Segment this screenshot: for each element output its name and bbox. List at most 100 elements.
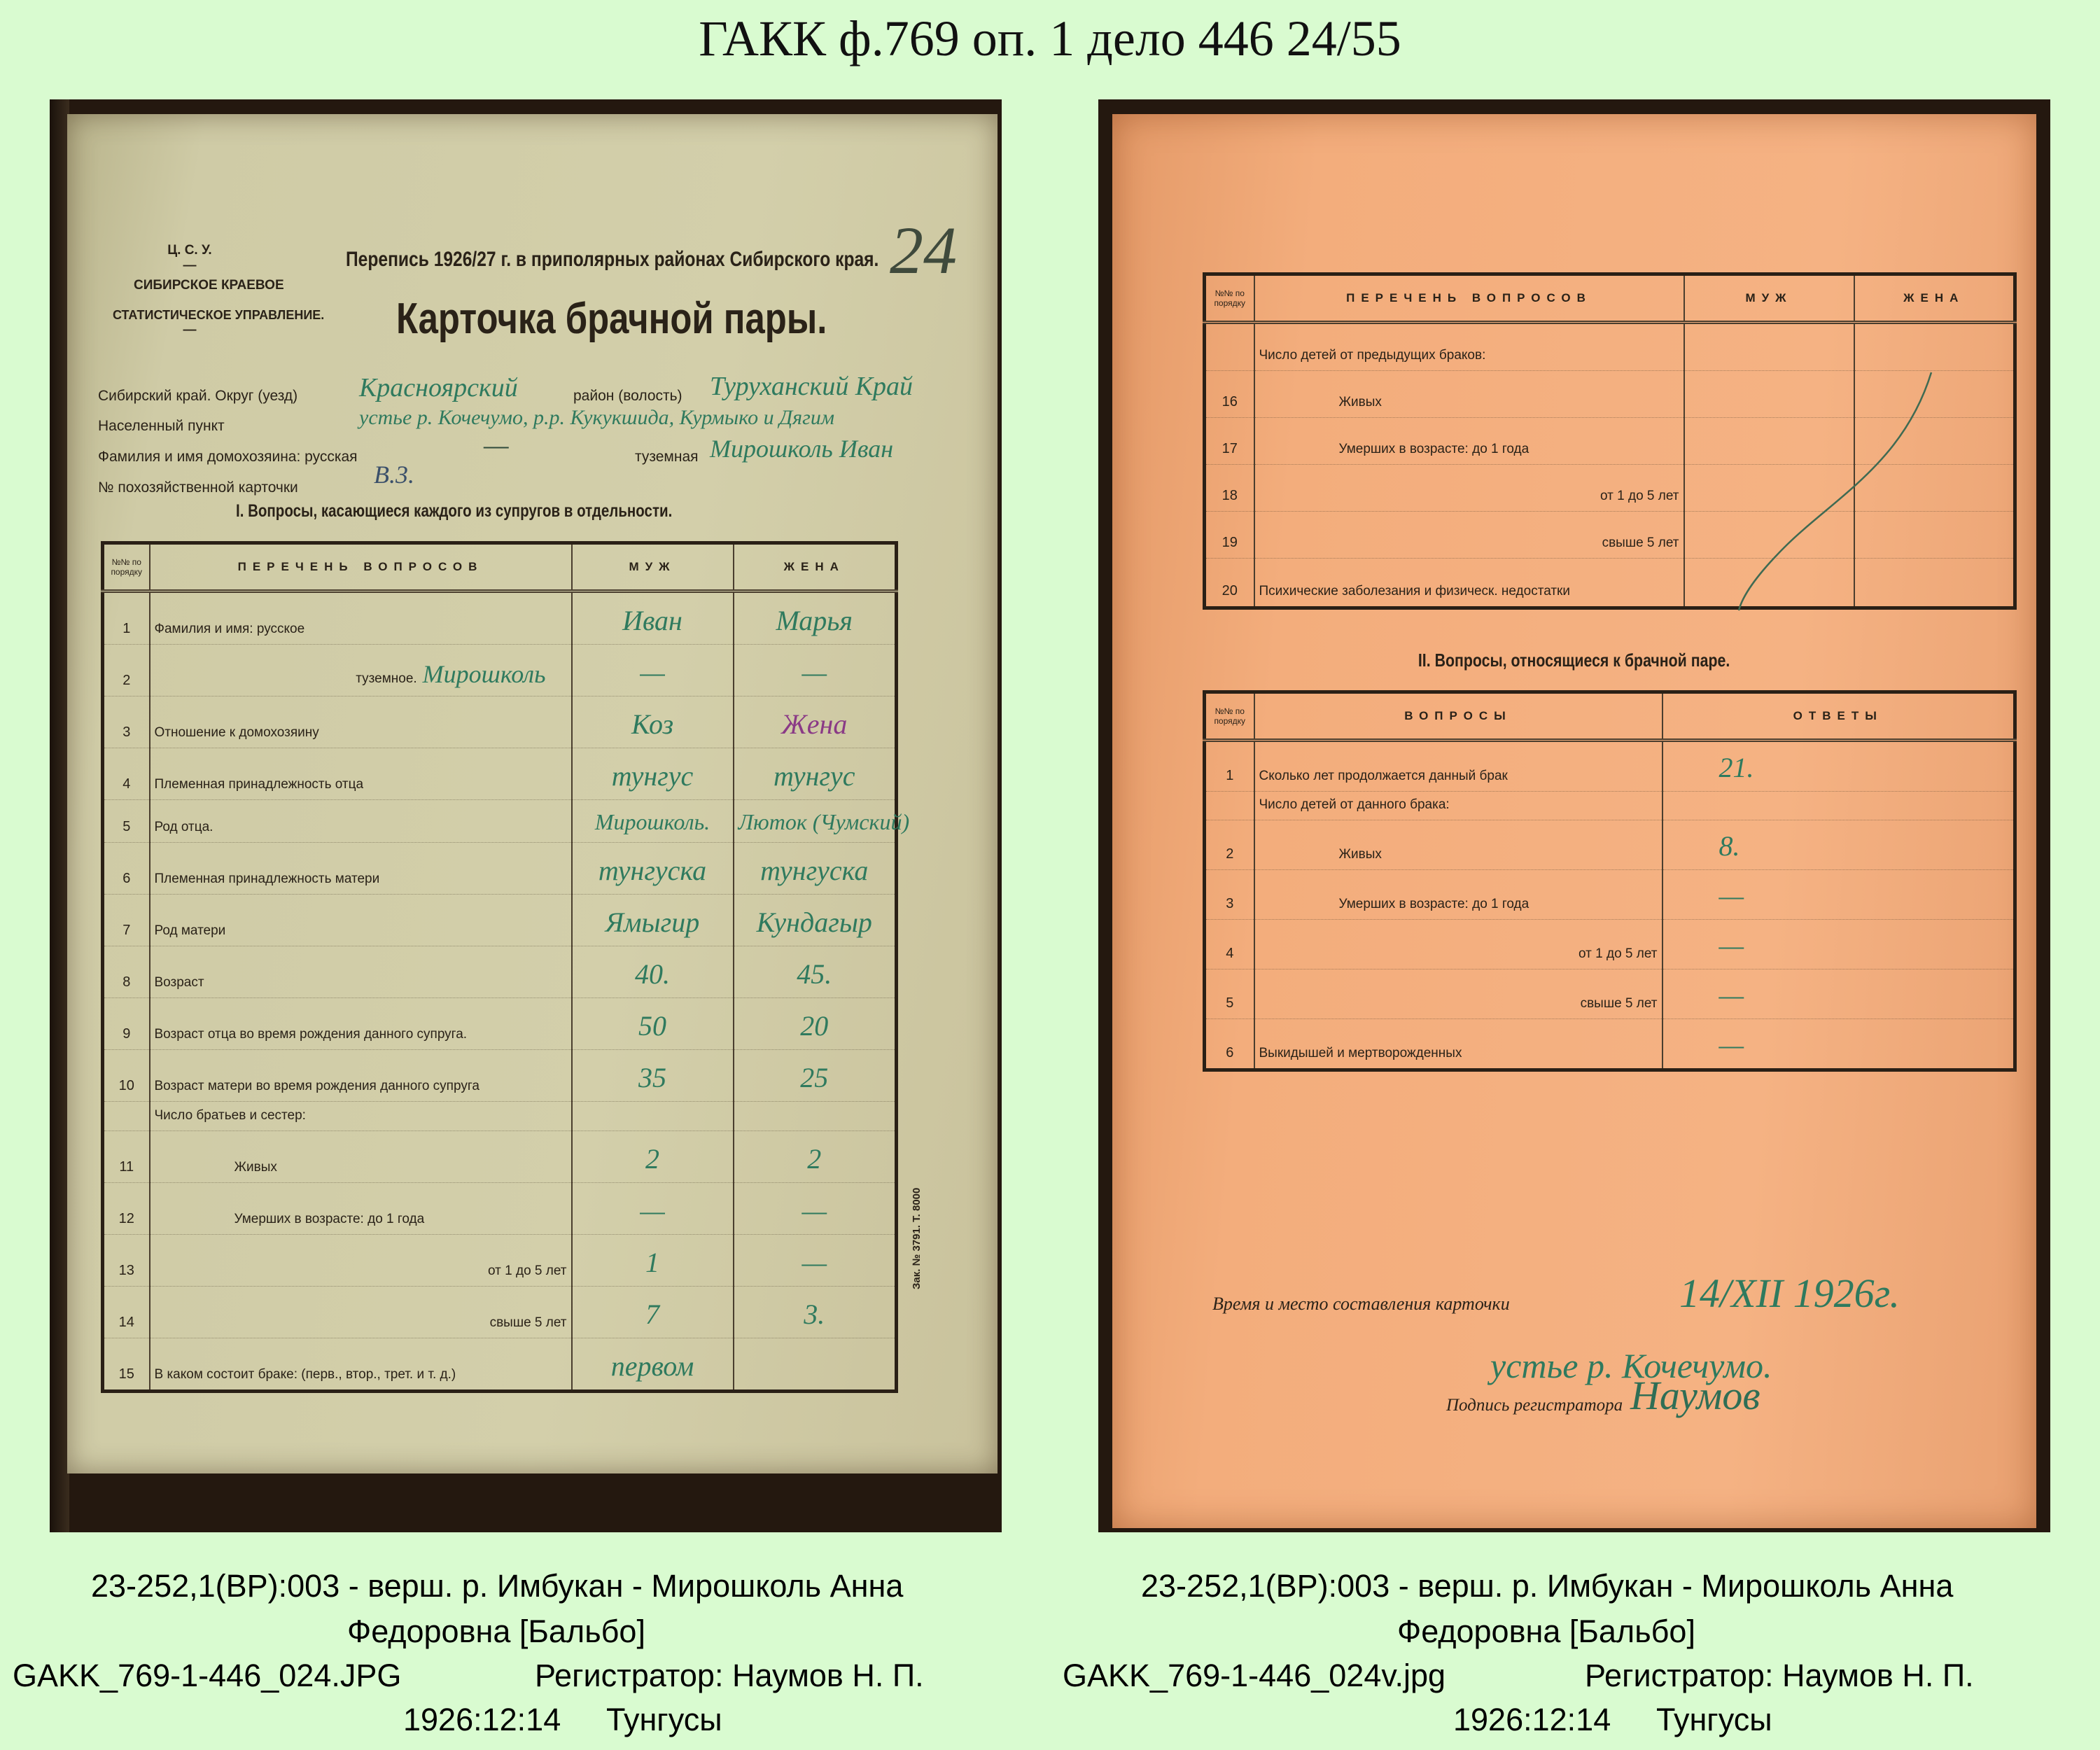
table-row: Число братьев и сестер: [102, 1101, 897, 1131]
husband-answer: 35 [638, 1061, 666, 1093]
answer-cell: 8. [1661, 820, 2016, 870]
wife-answer-cell [1853, 558, 2016, 609]
org-line: Ц. С. У. [167, 243, 212, 258]
row-question: Число братьев и сестер: [148, 1101, 573, 1131]
row-question: Выкидышей и мертворожденных [1253, 1018, 1663, 1071]
date-value: 14/XII 1926г. [1679, 1270, 1900, 1316]
col-header-number: №№ по порядку [1203, 691, 1255, 742]
table-row: 5 свыше 5 лет — [1203, 969, 2016, 1019]
org-line: — [183, 323, 197, 337]
answer-value: 8. [1718, 830, 1740, 862]
row-number: 1 [102, 591, 150, 645]
row-question: свыше 5 лет [1253, 969, 1663, 1019]
col-header-answers: ОТВЕТЫ [1661, 691, 2016, 742]
wife-answer: Марья [776, 605, 853, 637]
row-question: Род матери [148, 894, 573, 947]
row-number: 2 [102, 644, 150, 697]
table-row: 1 Сколько лет продолжается данный брак 21. [1203, 740, 2016, 792]
registrar-signature: Наумов [1630, 1373, 1760, 1418]
answer-value: — [1718, 929, 1744, 961]
husband-answer: 2 [645, 1142, 659, 1175]
table-row: 11 Живых 2 2 [102, 1130, 897, 1183]
husband-answer: Ямыгир [605, 906, 700, 939]
husband-answer-cell [1683, 370, 1855, 418]
row-number: 3 [1203, 869, 1255, 920]
row-number: 7 [102, 894, 150, 947]
table-row: 18 от 1 до 5 лет [1203, 464, 2016, 512]
table-row: 4 Племенная принадлежность отца тунгус тунг… [102, 748, 897, 801]
print-order-note: Зак. № 3791. Т. 8000 [911, 1187, 923, 1289]
col-header-number: №№ по порядку [1203, 273, 1255, 324]
wife-answer: тунгуска [760, 855, 869, 887]
wife-answer-cell: тунгуска [732, 842, 897, 895]
row-number: 8 [102, 946, 150, 999]
okrug-label: Сибирский край. Округ (уезд) [98, 388, 298, 404]
table-row: 2 туземное. Мирошколь — — [102, 644, 897, 697]
row-question: Умерших в возрасте: до 1 года [1253, 869, 1663, 920]
scan-back-page: №№ по порядку ПЕРЕЧЕНЬ ВОПРОСОВ МУЖ ЖЕНА… [1098, 99, 2050, 1532]
wife-answer-cell [1853, 511, 2016, 559]
caption-right-registrar: Регистратор: Наумов Н. П. [1585, 1658, 1974, 1693]
row-number: 4 [102, 748, 150, 801]
row-number: 4 [1203, 919, 1255, 969]
place-value: устье р. Кочечумо. [1490, 1346, 1772, 1385]
husband-answer-cell [1683, 511, 1855, 559]
row-question: В каком состоит браке: (перв., втор., тр… [148, 1338, 573, 1392]
wife-answer-cell: 45. [732, 946, 897, 999]
spouse-questions-table: №№ по порядку ПЕРЕЧЕНЬ ВОПРОСОВ МУЖ ЖЕНА… [101, 541, 909, 1393]
col-header-questions: ВОПРОСЫ [1253, 691, 1663, 742]
row-number: 13 [102, 1234, 150, 1287]
organization-block: Ц. С. У. — СИБИРСКОЕ КРАЕВОЕ СТАТИСТИЧЕС… [113, 243, 324, 338]
wife-answer-cell: Марья [732, 591, 897, 645]
sheet-number: 24 [890, 213, 957, 288]
caption-right-people: Тунгусы [1656, 1702, 1772, 1737]
wife-answer: 45. [797, 958, 832, 990]
row-number: 16 [1203, 370, 1255, 418]
head-russian-value: — [484, 429, 509, 461]
col-header-husband: МУЖ [570, 542, 734, 593]
card-number-label: № похозяйственной карточки [98, 479, 298, 496]
wife-answer: Люток (Чумский) [738, 809, 910, 835]
answer-cell: — [1661, 1018, 2016, 1071]
col-header-husband: МУЖ [1683, 273, 1855, 324]
wife-answer: 25 [800, 1061, 829, 1093]
row-question: Живых [148, 1130, 573, 1183]
wife-answer: 2 [807, 1142, 822, 1175]
wife-answer-cell: 25 [732, 1049, 897, 1102]
table-row: Число детей от предыдущих браков: [1203, 322, 2016, 371]
census-header: Перепись 1926/27 г. в приполярных района… [346, 248, 879, 271]
table-row: Число детей от данного брака: [1203, 791, 2016, 820]
time-place-label: Время и место составления карточки [1212, 1294, 1510, 1314]
row-number: 19 [1203, 511, 1255, 559]
row-number: 1 [1203, 740, 1255, 792]
wife-answer: — [802, 1246, 827, 1278]
answer-cell [1661, 791, 2016, 820]
row-question: свыше 5 лет [148, 1286, 573, 1338]
wife-answer-cell: — [732, 1234, 897, 1287]
husband-answer-cell: тунгус [570, 748, 734, 801]
row-number: 14 [102, 1286, 150, 1338]
wife-answer-cell: тунгус [732, 748, 897, 801]
row-number: 18 [1203, 464, 1255, 512]
col-header-number: №№ по порядку [102, 542, 150, 593]
husband-answer: Мирошколь. [594, 809, 710, 835]
native-surname-value: Мирошколь [422, 660, 546, 689]
row-number [1203, 322, 1255, 371]
table-row: 5 Род отца. Мирошколь. Люток (Чумский) [102, 799, 909, 844]
table-row: 3 Отношение к домохозяину Коз Жена [102, 696, 897, 749]
caption-left-line1: 23-252,1(ВР):003 - верш. р. Имбукан - Ми… [91, 1568, 904, 1604]
husband-answer-cell: 40. [570, 946, 734, 999]
wife-answer: Жена [781, 708, 848, 741]
husband-answer-cell: 35 [570, 1049, 734, 1102]
wife-answer: 3. [804, 1298, 825, 1330]
table-row: 14 свыше 5 лет 7 3. [102, 1286, 897, 1338]
caption-right-date: 1926:12:14 [1453, 1702, 1611, 1737]
husband-answer-cell: 7 [570, 1286, 734, 1338]
settlement-value: устье р. Кочечумо, р.р. Кукукшида, Курмы… [359, 406, 834, 429]
row-number: 20 [1203, 558, 1255, 609]
husband-answer-cell [1683, 464, 1855, 512]
children-previous-marriages-table: №№ по порядку ПЕРЕЧЕНЬ ВОПРОСОВ МУЖ ЖЕНА… [1203, 272, 2017, 610]
scan-front-page: Ц. С. У. — СИБИРСКОЕ КРАЕВОЕ СТАТИСТИЧЕС… [50, 99, 1002, 1532]
husband-answer: — [640, 1194, 665, 1226]
col-header-questions: ПЕРЕЧЕНЬ ВОПРОСОВ [1253, 273, 1685, 324]
